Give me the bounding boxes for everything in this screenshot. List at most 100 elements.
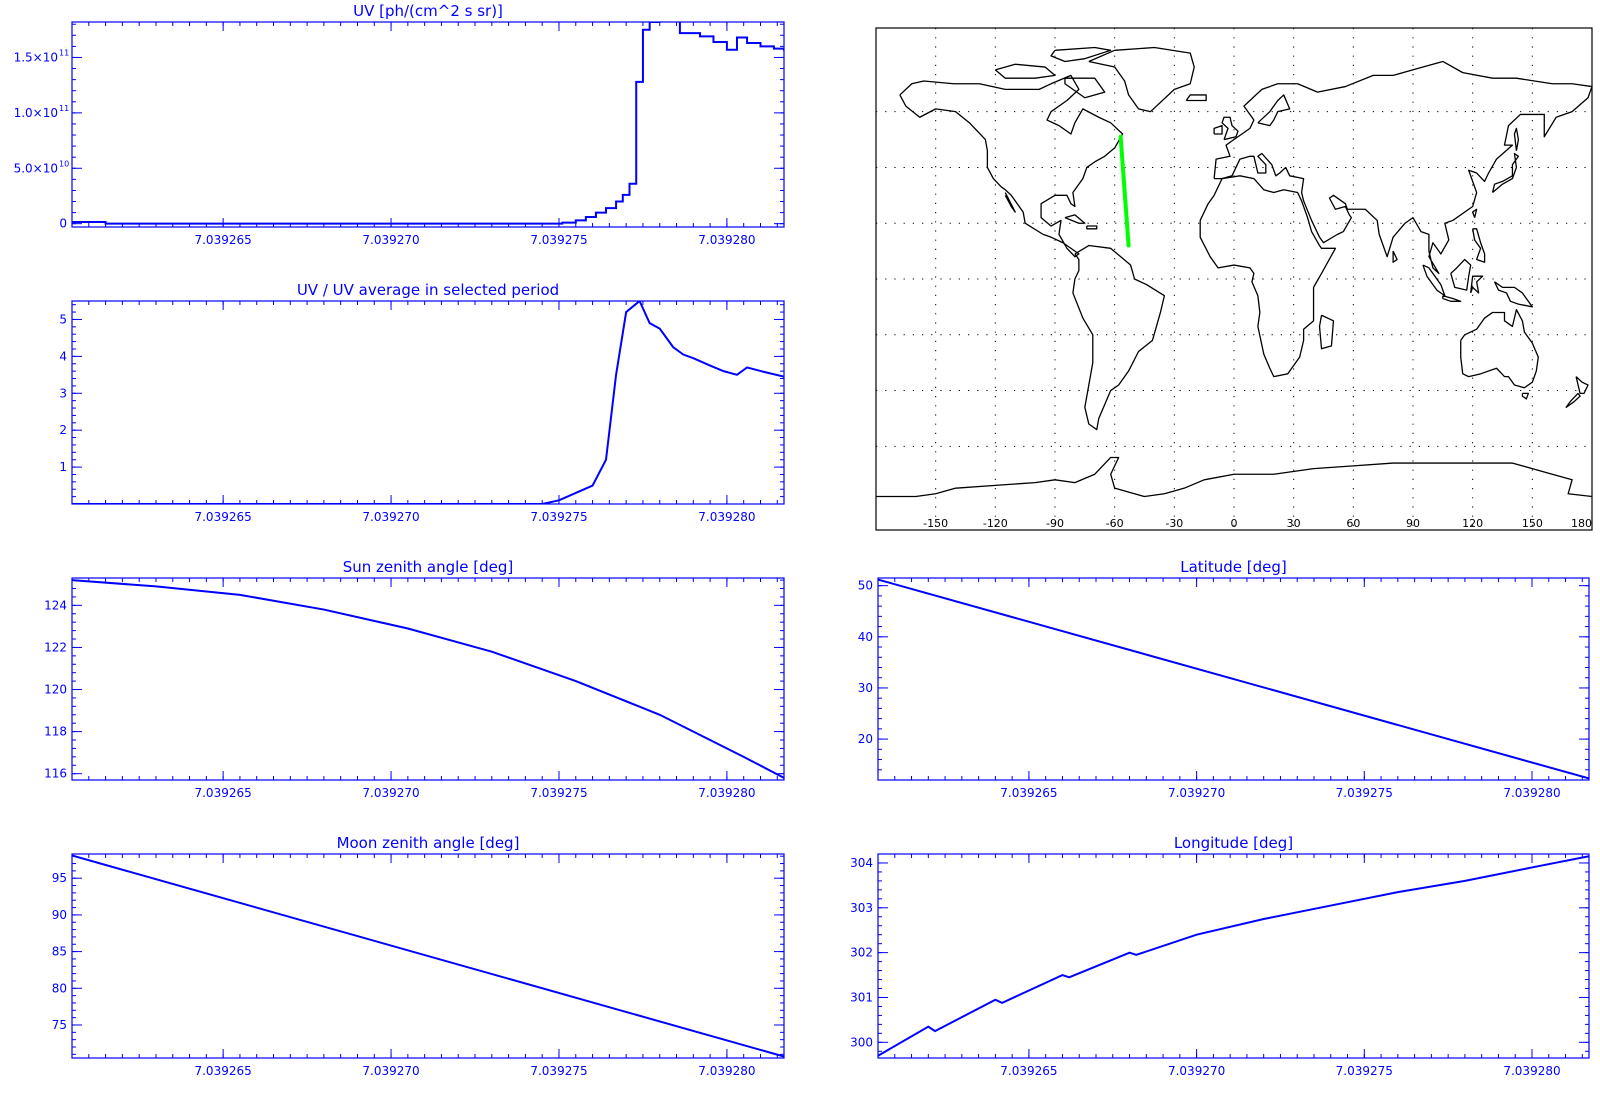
plot-uv: UV [ph/(cm^2 s sr)] 7.039265 7.039270 7.039… [14,2,785,247]
plot-frame [71,577,785,781]
x-tick-label: 7.039265 [194,786,251,800]
map-lon-label: 60 [1346,517,1360,530]
coastline [1050,46,1112,63]
series-line-sun_zenith [72,579,784,779]
y-tick-label: 0 [59,217,67,231]
coastline [1213,124,1223,135]
coastline [1064,214,1086,224]
x-tick-label: 7.039280 [698,233,755,247]
y-tick-label: 122 [44,640,67,654]
plot-title: Latitude [deg] [1180,558,1286,576]
y-tick-label: 118 [44,725,67,739]
plot-frame [71,300,785,505]
x-tick-label: 7.039280 [1503,1064,1560,1078]
coastline [1442,295,1462,302]
x-tick-label: 7.039270 [362,233,419,247]
y-tick-label: 40 [858,630,873,644]
y-tick-exponent: 10 [59,159,69,168]
x-tick-label: 7.039275 [1336,786,1393,800]
coastline [1004,192,1016,213]
y-tick-label: 116 [44,767,67,781]
x-tick-label: 7.039270 [1168,1064,1225,1078]
y-tick-label: 120 [44,683,67,697]
plot-title: UV [ph/(cm^2 s sr)] [353,2,503,20]
map-lon-label: 150 [1522,517,1543,530]
map-lon-label: -30 [1165,517,1183,530]
map-panel: -150 -120 -90 -60 -30 0 30 60 90 120 150 180 [875,27,1593,531]
coastline [1088,46,1195,113]
y-tick-label: 95 [52,871,67,885]
series-line-uv [72,22,784,225]
x-tick-label: 7.039275 [530,1064,587,1078]
map-lon-label: -90 [1046,517,1064,530]
x-tick-label: 7.039265 [194,1064,251,1078]
y-tick-label: 1.0×10 [14,106,58,120]
y-tick-label: 20 [858,732,873,746]
coastline [1513,127,1520,151]
y-tick-label: 300 [850,1035,873,1049]
y-tick-exponent: 11 [59,104,69,113]
y-tick-label: 75 [52,1018,67,1032]
coastline [1318,314,1335,350]
coastline [1221,116,1239,141]
x-tick-label: 7.039280 [1503,786,1560,800]
y-tick-label: 2 [59,423,67,437]
x-tick-label: 7.039265 [1000,786,1057,800]
coastline [1450,258,1472,291]
coastline [899,74,1124,258]
coastline [1521,392,1530,400]
plot-moon_zenith: Moon zenith angle [deg] 7.039265 7.039270 7… [52,834,785,1078]
map-lon-label: 90 [1406,517,1420,530]
plot-frame [877,577,1590,781]
x-tick-label: 7.039280 [698,786,755,800]
coastline [1213,60,1593,275]
y-tick-label: 302 [850,946,873,960]
map-lon-label: 30 [1287,517,1301,530]
coastline [1064,77,1106,99]
x-tick-label: 7.039275 [530,786,587,800]
coastline [1493,281,1533,308]
coastline [1199,175,1337,378]
coastline [1472,208,1478,218]
map-lon-label: 180 [1571,517,1592,530]
plot-title: Longitude [deg] [1174,834,1293,852]
coastline [1086,225,1098,230]
plot-uv_ratio: UV / UV average in selected period 7.0392… [59,281,785,524]
x-tick-label: 7.039275 [1336,1064,1393,1078]
coastline [1460,309,1539,389]
plot-sun_zenith: Sun zenith angle [deg] 7.039265 7.039270 7.… [44,558,785,800]
coastline [1072,244,1166,431]
x-tick-label: 7.039270 [362,1064,419,1078]
y-tick-label: 124 [44,598,67,612]
series-line-latitude [878,578,1589,780]
x-tick-label: 7.039270 [362,510,419,524]
x-tick-label: 7.039265 [194,233,251,247]
coastline [1565,392,1581,408]
y-tick-label: 301 [850,990,873,1004]
x-tick-label: 7.039280 [698,1064,755,1078]
coastline [994,63,1056,79]
y-tick-label: 80 [52,981,67,995]
map-frame [875,27,1593,531]
plot-frame [71,21,785,228]
plot-frame [71,853,785,1059]
map-lon-label: -60 [1106,517,1124,530]
x-tick-label: 7.039270 [1168,786,1225,800]
map-lon-label: -150 [923,517,948,530]
y-tick-label: 303 [850,901,873,915]
map-lon-label: -120 [983,517,1008,530]
satellite-track [1118,134,1131,248]
y-tick-exponent: 11 [59,48,69,57]
y-tick-label: 85 [52,945,67,959]
coastline [1472,228,1486,263]
plot-title: UV / UV average in selected period [297,281,559,299]
y-tick-label: 4 [59,349,67,363]
plot-frame [877,853,1590,1059]
y-tick-label: 30 [858,681,873,695]
x-tick-label: 7.039280 [698,510,755,524]
coastline [1491,152,1520,194]
y-tick-label: 5.0×10 [14,161,58,175]
series-line-moon_zenith [72,854,784,1058]
